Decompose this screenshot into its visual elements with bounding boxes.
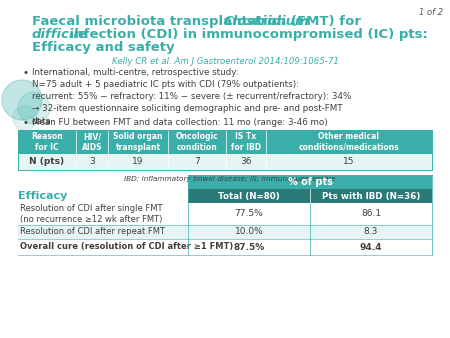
Text: 36: 36 bbox=[240, 158, 252, 167]
Text: 19: 19 bbox=[132, 158, 144, 167]
Text: Overall cure (resolution of CDI after ≥1 FMT): Overall cure (resolution of CDI after ≥1… bbox=[20, 242, 233, 251]
Text: 77.5%: 77.5% bbox=[234, 210, 263, 218]
Bar bbox=[188, 189, 310, 203]
Text: difficile: difficile bbox=[32, 28, 88, 41]
Text: 10.0%: 10.0% bbox=[234, 227, 263, 237]
Text: 87.5%: 87.5% bbox=[234, 242, 265, 251]
Text: Oncologic
condition: Oncologic condition bbox=[176, 132, 218, 152]
Text: •: • bbox=[22, 68, 28, 78]
Text: Reason
for IC: Reason for IC bbox=[31, 132, 63, 152]
Circle shape bbox=[18, 92, 50, 124]
Text: Efficacy: Efficacy bbox=[18, 191, 68, 201]
Text: 86.1: 86.1 bbox=[361, 210, 381, 218]
Bar bbox=[310, 189, 432, 203]
Text: IS Tx
for IBD: IS Tx for IBD bbox=[231, 132, 261, 152]
Text: Other medical
conditions/medications: Other medical conditions/medications bbox=[299, 132, 400, 152]
Bar bbox=[18, 154, 432, 170]
Text: HIV/
AIDS: HIV/ AIDS bbox=[82, 132, 102, 152]
Text: Solid organ
transplant: Solid organ transplant bbox=[113, 132, 163, 152]
Bar bbox=[18, 130, 432, 154]
Text: % of pts: % of pts bbox=[288, 177, 333, 187]
Text: International, multi-centre, retrospective study:
N=75 adult + 5 paediatric IC p: International, multi-centre, retrospecti… bbox=[32, 68, 351, 126]
Text: Kelly CR et al. Am J Gastroenterol 2014;109:1065-71: Kelly CR et al. Am J Gastroenterol 2014;… bbox=[112, 57, 338, 66]
Text: 94.4: 94.4 bbox=[360, 242, 382, 251]
Text: Clostridium: Clostridium bbox=[224, 15, 310, 28]
Text: Resolution of CDI after single FMT
(no recurrence ≥12 wk after FMT): Resolution of CDI after single FMT (no r… bbox=[20, 204, 162, 224]
Bar bbox=[18, 203, 432, 225]
Circle shape bbox=[13, 106, 37, 130]
Text: 3: 3 bbox=[89, 158, 95, 167]
Bar bbox=[188, 175, 432, 189]
Text: Faecal microbiota transplantation (FMT) for: Faecal microbiota transplantation (FMT) … bbox=[32, 15, 365, 28]
Text: 1 of 2: 1 of 2 bbox=[419, 8, 443, 17]
Text: N (pts): N (pts) bbox=[29, 158, 64, 167]
Text: •: • bbox=[22, 118, 28, 128]
Text: Mean FU between FMT and data collection: 11 mo (range: 3-46 mo): Mean FU between FMT and data collection:… bbox=[32, 118, 328, 127]
Text: Pts with IBD (N=36): Pts with IBD (N=36) bbox=[322, 192, 420, 200]
Text: infection (CDI) in immunocompromised (IC) pts:: infection (CDI) in immunocompromised (IC… bbox=[65, 28, 428, 41]
Text: Efficacy and safety: Efficacy and safety bbox=[32, 41, 175, 54]
Text: Total (N=80): Total (N=80) bbox=[218, 192, 280, 200]
Text: 15: 15 bbox=[343, 158, 355, 167]
Text: 7: 7 bbox=[194, 158, 200, 167]
Bar bbox=[18, 239, 432, 255]
Text: 8.3: 8.3 bbox=[364, 227, 378, 237]
Text: IBD: inflammatory bowel disease; IS: immunosuppressive: IBD: inflammatory bowel disease; IS: imm… bbox=[124, 176, 336, 182]
Circle shape bbox=[2, 80, 42, 120]
Text: Resolution of CDI after repeat FMT: Resolution of CDI after repeat FMT bbox=[20, 227, 165, 237]
Bar bbox=[18, 225, 432, 239]
